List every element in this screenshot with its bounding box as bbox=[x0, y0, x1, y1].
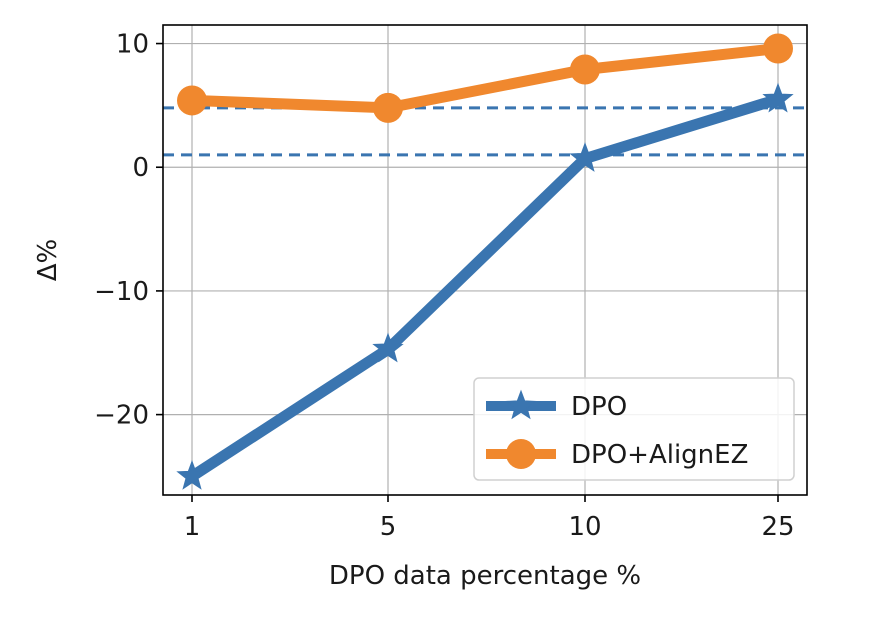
plot-frame bbox=[162, 24, 808, 496]
legend-marker bbox=[505, 389, 537, 420]
data-point bbox=[177, 85, 207, 116]
y-tick-label: 10 bbox=[116, 30, 149, 60]
y-tick-label: −20 bbox=[94, 401, 149, 431]
legend-label: DPO bbox=[571, 392, 627, 422]
y-tick-label: 0 bbox=[132, 153, 149, 183]
data-point bbox=[373, 92, 403, 123]
series-line bbox=[186, 43, 784, 114]
data-point bbox=[176, 459, 208, 490]
y-axis-label: Δ% bbox=[33, 239, 63, 282]
x-tick-label: 10 bbox=[568, 512, 601, 542]
x-tick-label: 5 bbox=[380, 512, 397, 542]
y-axis-ticks: 10 0 −10 −20 bbox=[94, 30, 163, 431]
x-tick-label: 1 bbox=[184, 512, 201, 542]
x-axis-ticks: 1 5 10 25 bbox=[184, 495, 795, 542]
series-line bbox=[186, 93, 784, 482]
legend-items: DPO DPO+AlignEZ bbox=[486, 389, 748, 470]
data-point bbox=[372, 332, 404, 363]
series-dpo-alignez bbox=[177, 33, 793, 123]
legend-label: DPO+AlignEZ bbox=[571, 440, 748, 470]
x-tick-label: 25 bbox=[761, 512, 794, 542]
data-point bbox=[763, 33, 793, 64]
series-lines bbox=[176, 33, 794, 490]
legend: DPO DPO+AlignEZ bbox=[473, 377, 795, 481]
data-point bbox=[762, 82, 794, 113]
legend-marker bbox=[506, 439, 536, 469]
data-point bbox=[570, 54, 600, 85]
series-dpo bbox=[176, 82, 794, 490]
y-tick-label: −10 bbox=[94, 277, 149, 307]
data-point bbox=[569, 142, 601, 172]
x-axis-label: DPO data percentage % bbox=[329, 561, 641, 591]
